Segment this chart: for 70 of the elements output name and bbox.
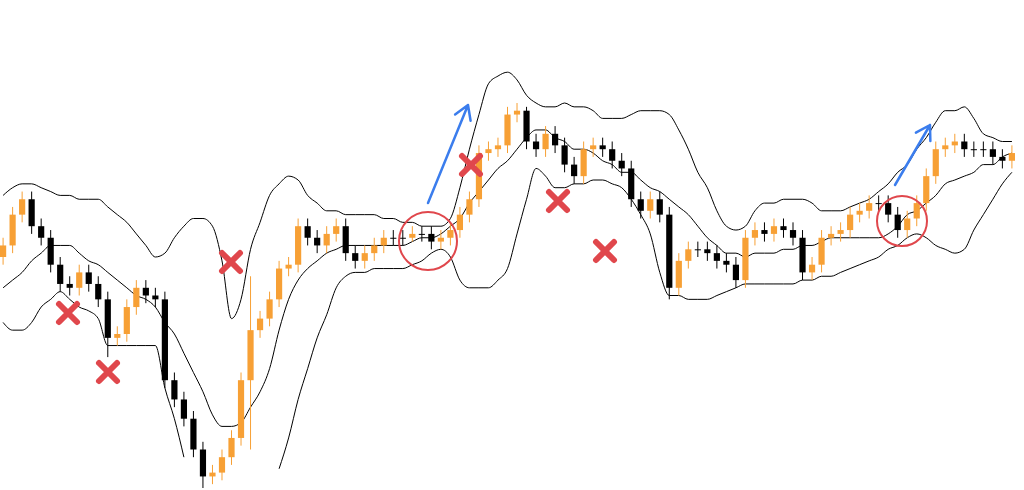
- candlestick: [66, 275, 73, 296]
- candlestick: [513, 102, 521, 123]
- candlestick: [542, 125, 549, 158]
- candlestick: [656, 191, 663, 223]
- candlestick: [970, 141, 977, 158]
- candlestick: [837, 221, 844, 243]
- candlestick: [780, 218, 787, 239]
- candlestick: [827, 225, 835, 246]
- candlestick: [751, 221, 759, 246]
- candlestick: [770, 218, 778, 243]
- candlestick: [485, 141, 492, 162]
- candlestick: [913, 194, 920, 227]
- candlestick: [323, 225, 330, 254]
- candlestick: [85, 264, 92, 293]
- candlestick: [732, 256, 739, 289]
- candlestick: [114, 325, 121, 347]
- candlestick: [609, 141, 616, 169]
- candlestick: [447, 221, 454, 246]
- candlestick: [685, 241, 692, 270]
- candlestick: [256, 310, 264, 339]
- candlestick: [38, 218, 45, 246]
- candlestick: [19, 191, 26, 223]
- candlestick: [647, 191, 654, 219]
- candlestick: [723, 252, 730, 273]
- candlestick: [218, 449, 226, 481]
- candlestick: [142, 279, 149, 304]
- candlestick: [875, 194, 882, 212]
- candlestick: [0, 237, 7, 266]
- candlestick: [304, 218, 311, 246]
- candlestick: [390, 229, 397, 246]
- candlestick: [76, 264, 83, 296]
- candlestick: [713, 244, 720, 270]
- candlestick: [180, 391, 188, 427]
- candlestick: [942, 137, 949, 158]
- candlestick: [704, 241, 711, 262]
- candlestick: [428, 225, 435, 250]
- candlestick: [418, 225, 425, 243]
- candlestick: [561, 137, 568, 173]
- candlestick: [885, 194, 892, 223]
- candlestick: [847, 206, 854, 239]
- candlestick: [399, 229, 406, 246]
- candlestick: [266, 291, 273, 327]
- candlestick: [371, 237, 378, 262]
- candlestick: [980, 141, 987, 158]
- candlestick: [789, 221, 797, 246]
- candlestick: [352, 244, 359, 270]
- candlestick: [866, 194, 873, 219]
- candlestick: [894, 206, 901, 239]
- candlestick: [171, 372, 178, 408]
- candlestick: [456, 206, 464, 239]
- candlestick: [437, 229, 444, 250]
- candlestick: [989, 141, 996, 166]
- candlestick: [494, 137, 502, 158]
- candlestick: [466, 191, 473, 223]
- candlestick: [904, 210, 911, 239]
- candlestick: [57, 256, 64, 293]
- candlestick: [694, 241, 701, 258]
- candlestick: [761, 221, 768, 243]
- candlestick: [133, 279, 140, 316]
- candlestick: [590, 137, 597, 158]
- candlestick: [285, 256, 292, 277]
- candlestick: [361, 244, 368, 270]
- candlestick: [999, 148, 1006, 169]
- candlestick: [856, 202, 863, 223]
- candlestick: [599, 137, 606, 158]
- candlestick: [637, 191, 644, 219]
- candlestick: [1008, 144, 1015, 169]
- candlestick: [95, 275, 102, 308]
- candlestick: [333, 218, 340, 243]
- candlestick: [228, 429, 235, 466]
